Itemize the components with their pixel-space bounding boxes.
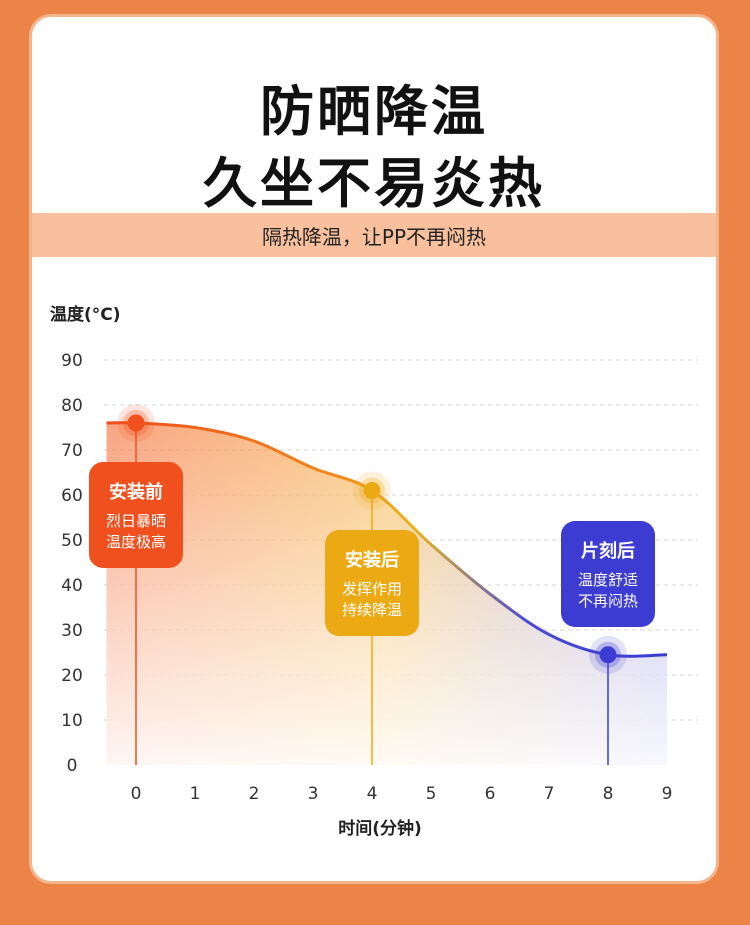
callout-line: 不再闷热 (578, 592, 638, 610)
marker-point (363, 482, 381, 499)
y-tick-label: 10 (61, 711, 83, 731)
callout-box (561, 521, 655, 627)
x-tick-label: 8 (603, 784, 614, 804)
marker-point (127, 414, 145, 432)
callout-line: 发挥作用 (342, 580, 402, 598)
x-tick-label: 7 (544, 784, 555, 804)
callout-title: 片刻后 (581, 540, 635, 562)
x-tick-label: 4 (367, 784, 378, 804)
callout-line: 持续降温 (342, 601, 402, 619)
callout-line: 温度舒适 (578, 571, 638, 589)
y-tick-label: 70 (61, 441, 83, 461)
y-tick-label: 30 (61, 621, 83, 641)
subtitle-text: 隔热降温，让PP不再闷热 (261, 224, 487, 249)
subtitle-band: 隔热降温，让PP不再闷热 (32, 213, 716, 257)
y-tick-label: 90 (61, 351, 83, 371)
headline-line-2: 久坐不易炎热 (203, 152, 545, 215)
y-tick-label: 60 (61, 486, 83, 506)
y-tick-label: 0 (67, 756, 78, 776)
x-tick-label: 2 (249, 784, 260, 804)
x-tick-label: 1 (190, 784, 201, 804)
callout-line: 烈日暴晒 (106, 512, 166, 530)
callout-line: 温度极高 (106, 533, 166, 551)
marker-point (599, 646, 617, 664)
y-tick-label: 50 (61, 531, 83, 551)
y-axis-label: 温度(°C) (50, 304, 121, 325)
x-tick-label: 3 (308, 784, 319, 804)
axis-layer: 0 10 20 30 40 50 60 70 80 90 0 1 2 3 4 5 6 7 8 9 温度(°C) 时间(分钟… (50, 304, 672, 839)
x-tick-label: 9 (662, 784, 673, 804)
callout-title: 安装后 (345, 549, 399, 571)
y-tick-label: 20 (61, 666, 83, 686)
x-tick-label: 0 (131, 784, 142, 804)
y-tick-label: 80 (61, 396, 83, 416)
marker-layer (117, 404, 627, 765)
x-tick-label: 5 (426, 784, 437, 804)
callout-box (89, 462, 183, 568)
x-tick-label: 6 (485, 784, 496, 804)
x-axis-label: 时间(分钟) (338, 818, 422, 839)
headline-line-1: 防晒降温 (260, 80, 488, 143)
y-tick-label: 40 (61, 576, 83, 596)
callout-title: 安装前 (109, 481, 163, 503)
callout-box (325, 530, 419, 636)
